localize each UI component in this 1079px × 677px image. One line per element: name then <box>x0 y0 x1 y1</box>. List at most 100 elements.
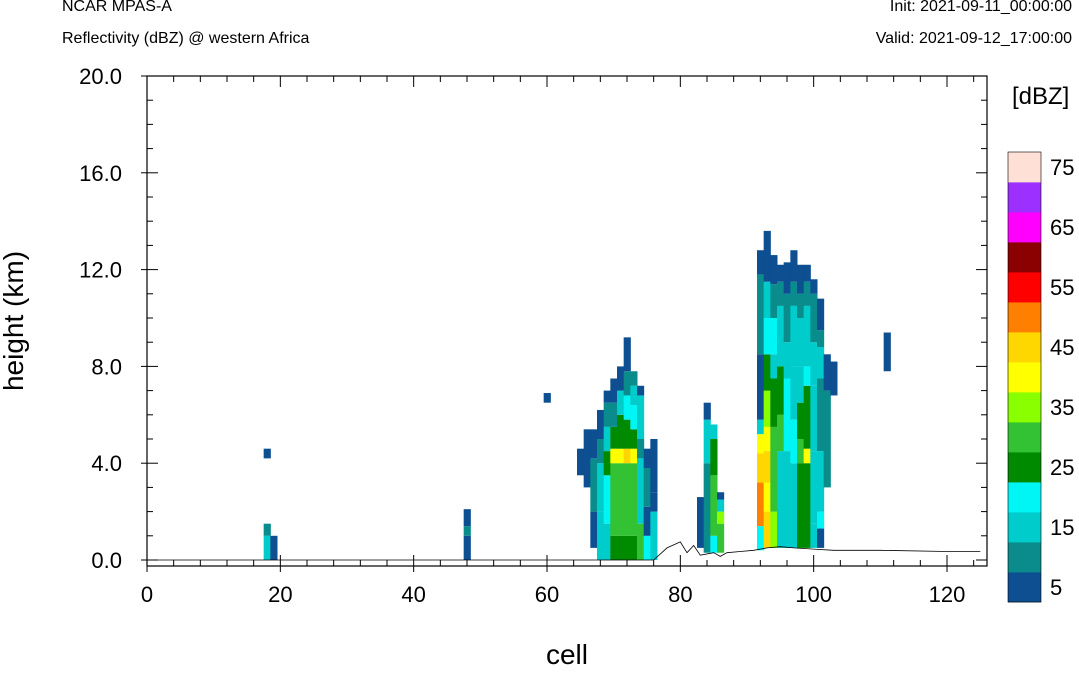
reflectivity-cell <box>817 528 825 548</box>
legend-label: 55 <box>1050 275 1074 300</box>
reflectivity-cell <box>637 458 645 524</box>
reflectivity-cell <box>803 305 811 367</box>
y-tick-label: 20.0 <box>79 64 122 89</box>
reflectivity-cell <box>617 535 625 560</box>
legend-swatch <box>1008 362 1041 393</box>
reflectivity-cell <box>617 463 625 536</box>
legend-swatch <box>1008 392 1041 423</box>
reflectivity-cell <box>790 281 798 306</box>
reflectivity-cell <box>883 332 891 372</box>
reflectivity-cell <box>577 448 585 476</box>
x-tick-label: 60 <box>535 582 559 607</box>
reflectivity-cell <box>617 366 625 391</box>
color-legend: 5 15 25 35 45 55 65 75 <box>1007 151 1074 603</box>
reflectivity-cell <box>623 371 631 396</box>
reflectivity-cell <box>623 535 631 560</box>
reflectivity-cell <box>623 395 631 420</box>
reflectivity-cell <box>797 402 805 439</box>
y-tick-label: 4.0 <box>91 451 122 476</box>
reflectivity-cell <box>783 451 791 548</box>
reflectivity-cell <box>823 390 831 439</box>
reflectivity-cell <box>603 426 611 452</box>
legend-label: 25 <box>1050 455 1074 480</box>
y-tick-label: 8.0 <box>91 354 122 379</box>
y-axis-label: height (km) <box>0 251 29 391</box>
legend-swatch <box>1008 512 1041 543</box>
reflectivity-cell <box>763 482 771 512</box>
reflectivity-cell <box>763 318 771 355</box>
reflectivity-cell <box>770 354 778 379</box>
legend-swatch <box>1008 482 1041 513</box>
reflectivity-cell <box>623 448 631 464</box>
reflectivity-cell <box>797 439 805 464</box>
legend-label: 45 <box>1050 335 1074 360</box>
reflectivity-cell <box>817 378 825 452</box>
reflectivity-cell <box>783 378 791 452</box>
reflectivity-cell <box>630 463 638 536</box>
reflectivity-cell <box>757 453 765 483</box>
reflectivity-cell <box>263 523 271 536</box>
reflectivity-cell <box>790 463 798 548</box>
reflectivity-cell <box>777 451 785 548</box>
reflectivity-cell <box>757 434 765 454</box>
reflectivity-cell <box>777 414 785 452</box>
reflectivity-cell <box>810 385 818 452</box>
reflectivity-cell <box>803 264 811 282</box>
reflectivity-cell <box>757 526 765 551</box>
reflectivity-cell <box>710 439 718 476</box>
reflectivity-cell <box>763 426 771 452</box>
reflectivity-cell <box>643 535 651 560</box>
reflectivity-cell <box>790 250 798 282</box>
legend-swatch <box>1008 242 1041 273</box>
legend-label: 65 <box>1050 215 1074 240</box>
reflectivity-cell <box>763 230 771 282</box>
reflectivity-cell <box>637 385 645 396</box>
reflectivity-cell <box>643 468 651 507</box>
y-tick-label: 16.0 <box>79 161 122 186</box>
reflectivity-cell <box>763 451 771 483</box>
reflectivity-cell <box>610 448 618 464</box>
legend-frame <box>1007 151 1042 603</box>
reflectivity-cell <box>757 419 765 435</box>
legend-swatch <box>1008 182 1041 213</box>
reflectivity-cell <box>777 281 785 306</box>
reflectivity-cell <box>790 305 798 367</box>
legend-swatch <box>1008 572 1041 603</box>
reflectivity-cell <box>597 511 605 560</box>
legend-swatch <box>1008 212 1041 243</box>
reflectivity-cell <box>583 429 591 488</box>
reflectivity-cell <box>610 426 618 449</box>
reflectivity-cell <box>630 535 638 560</box>
reflectivity-cell <box>757 354 765 420</box>
reflectivity-cell <box>717 511 725 524</box>
reflectivity-cell <box>797 293 805 318</box>
reflectivity-cell <box>810 451 818 524</box>
reflectivity-cell <box>770 426 778 512</box>
reflectivity-cell <box>697 497 705 548</box>
plot-frame <box>146 75 988 567</box>
x-axis-label: cell <box>546 639 588 670</box>
legend-label: 5 <box>1050 575 1062 600</box>
reflectivity-cell <box>270 535 278 560</box>
reflectivity-cell <box>603 451 611 476</box>
reflectivity-cell <box>263 448 271 459</box>
x-tick-label: 40 <box>401 582 425 607</box>
reflectivity-cell <box>830 361 838 396</box>
reflectivity-cell <box>650 511 658 560</box>
y-tick-label: 12.0 <box>79 258 122 283</box>
reflectivity-cell <box>703 419 711 464</box>
reflectivity-cell <box>637 395 645 439</box>
reflectivity-cell <box>703 402 711 420</box>
reflectivity-cell <box>797 463 805 548</box>
x-tick-label: 120 <box>929 582 966 607</box>
x-tick-label: 0 <box>141 582 153 607</box>
reflectivity-cell <box>717 492 725 500</box>
reflectivity-cell <box>630 405 638 430</box>
reflectivity-cell <box>803 448 811 464</box>
reflectivity-cell <box>610 535 618 560</box>
reflectivity-cell <box>817 511 825 529</box>
chart-subtitle: Reflectivity (dBZ) @ western Africa <box>62 30 310 47</box>
reflectivity-cell <box>703 463 711 553</box>
